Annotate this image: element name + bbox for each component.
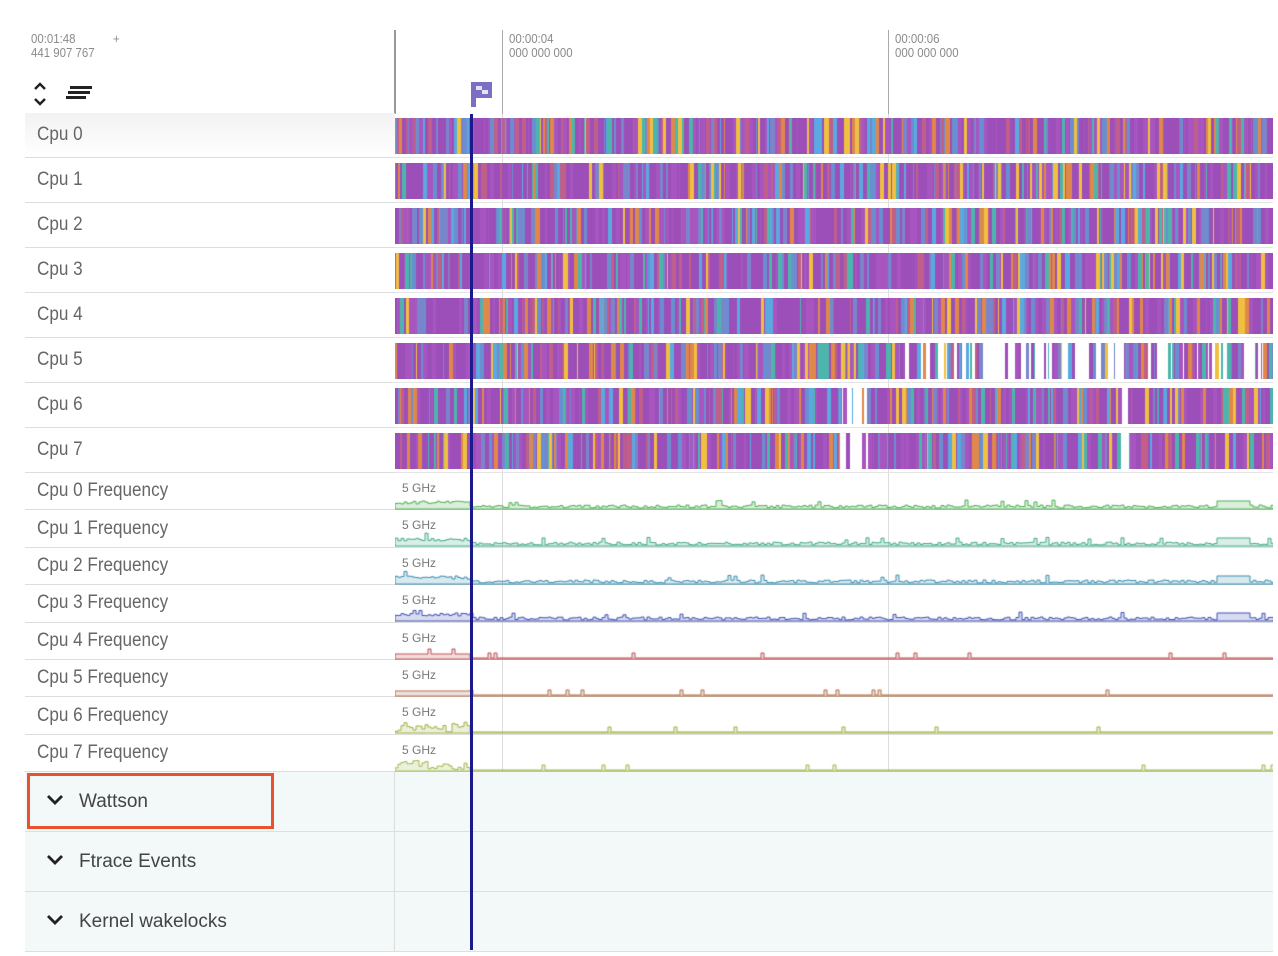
track-label-text: Cpu 1 Frequency [37,517,169,539]
track-label-text: Cpu 1 [37,169,83,190]
highlight-box [27,773,274,829]
freq-graph-0 [395,473,1273,510]
freq-graph-1 [395,510,1273,548]
lines-icon[interactable] [64,84,94,104]
track-separator [395,382,1273,383]
track-label-text: Cpu 4 [37,304,83,325]
track-label-cpu-4[interactable]: Cpu 4 [25,293,395,338]
freq-graph-4 [395,622,1273,660]
cpu-slices-track-5[interactable] [395,343,1273,379]
track-label-cpu-2[interactable]: Cpu 2 [25,203,395,248]
cpu-freq-track-4[interactable]: 5 GHz [395,622,1273,660]
chevron-down-icon[interactable] [45,851,65,873]
cpu-freq-track-0[interactable]: 5 GHz [395,473,1273,511]
track-label-text: Cpu 0 Frequency [37,480,169,502]
time-tick [888,30,889,114]
freq-graph-2 [395,547,1273,585]
track-label-cpu-3[interactable]: Cpu 3 [25,248,395,293]
track-label-text: Cpu 5 [37,349,83,370]
cpu-slices-track-7[interactable] [395,433,1273,469]
track-label-cpu-freq-7[interactable]: Cpu 7 Frequency [25,734,395,773]
track-label-text: Cpu 7 Frequency [37,741,169,763]
panel-divider[interactable] [394,30,396,114]
tick-label-ns: 000 000 000 [509,45,573,60]
track-separator [395,427,1273,428]
track-label-cpu-0[interactable]: Cpu 0 [25,113,395,158]
offset-plus: + [113,31,120,46]
cpu-slices-track-3[interactable] [395,253,1273,289]
track-label-cpu-freq-0[interactable]: Cpu 0 Frequency [25,473,395,511]
offset-time: 00:01:48 [31,31,76,46]
cpu-slices-track-4[interactable] [395,298,1273,334]
track-group-wattson[interactable]: Wattson [25,772,1273,832]
cpu-freq-track-6[interactable]: 5 GHz [395,697,1273,735]
track-label-cpu-freq-1[interactable]: Cpu 1 Frequency [25,510,395,548]
offset-ns: 441 907 767 [31,45,95,60]
cpu-freq-track-7[interactable]: 5 GHz [395,734,1273,773]
track-separator [395,472,1273,473]
track-separator [395,202,1273,203]
cpu-freq-track-5[interactable]: 5 GHz [395,660,1273,698]
freq-graph-7 [395,734,1273,772]
track-label-cpu-freq-6[interactable]: Cpu 6 Frequency [25,697,395,735]
group-label: Ftrace Events [79,850,197,872]
tick-label-time: 00:00:04 [509,31,554,46]
track-group-kernel-wakelocks[interactable]: Kernel wakelocks [25,892,1273,952]
cpu-freq-track-3[interactable]: 5 GHz [395,585,1273,623]
group-header[interactable]: Ftrace Events [25,832,395,891]
cpu-slices-track-6[interactable] [395,388,1273,424]
cpu-slices-track-1[interactable] [395,163,1273,199]
track-label-text: Cpu 7 [37,439,83,460]
freq-graph-5 [395,660,1273,697]
track-label-text: Cpu 4 Frequency [37,629,169,651]
track-label-cpu-freq-3[interactable]: Cpu 3 Frequency [25,585,395,623]
track-label-cpu-freq-2[interactable]: Cpu 2 Frequency [25,547,395,586]
track-separator [395,247,1273,248]
track-label-cpu-freq-5[interactable]: Cpu 5 Frequency [25,660,395,698]
track-label-text: Cpu 2 [37,214,83,235]
track-label-text: Cpu 2 Frequency [37,554,169,576]
track-label-text: Cpu 3 Frequency [37,592,169,614]
chevron-down-icon[interactable] [45,791,65,813]
chevron-down-icon[interactable] [45,911,65,933]
track-label-cpu-6[interactable]: Cpu 6 [25,383,395,428]
tick-label-ns: 000 000 000 [895,45,959,60]
cpu-freq-track-2[interactable]: 5 GHz [395,547,1273,586]
group-header[interactable]: Kernel wakelocks [25,892,395,951]
track-label-cpu-1[interactable]: Cpu 1 [25,158,395,203]
cpu-freq-track-1[interactable]: 5 GHz [395,510,1273,548]
freq-graph-3 [395,585,1273,623]
cpu-slices-track-2[interactable] [395,208,1273,244]
time-marker-line[interactable] [470,114,473,950]
group-label: Kernel wakelocks [79,910,227,932]
freq-graph-6 [395,697,1273,735]
tick-label-time: 00:00:06 [895,31,940,46]
track-label-text: Cpu 6 Frequency [37,704,169,726]
group-header[interactable]: Wattson [25,772,395,831]
track-separator [395,157,1273,158]
track-group-ftrace-events[interactable]: Ftrace Events [25,832,1273,892]
time-tick [502,30,503,114]
track-label-cpu-7[interactable]: Cpu 7 [25,428,395,473]
track-label-cpu-5[interactable]: Cpu 5 [25,338,395,383]
track-label-text: Cpu 3 [37,259,83,280]
group-label: Wattson [79,790,148,812]
track-separator [395,337,1273,338]
flag-icon[interactable] [468,80,496,108]
track-label-text: Cpu 5 Frequency [37,667,169,689]
chevron-up-down-icon[interactable] [31,78,51,108]
cpu-slices-track-0[interactable] [395,118,1273,154]
track-label-cpu-freq-4[interactable]: Cpu 4 Frequency [25,622,395,660]
track-label-text: Cpu 6 [37,394,83,415]
track-separator [395,292,1273,293]
track-label-text: Cpu 0 [37,124,83,145]
